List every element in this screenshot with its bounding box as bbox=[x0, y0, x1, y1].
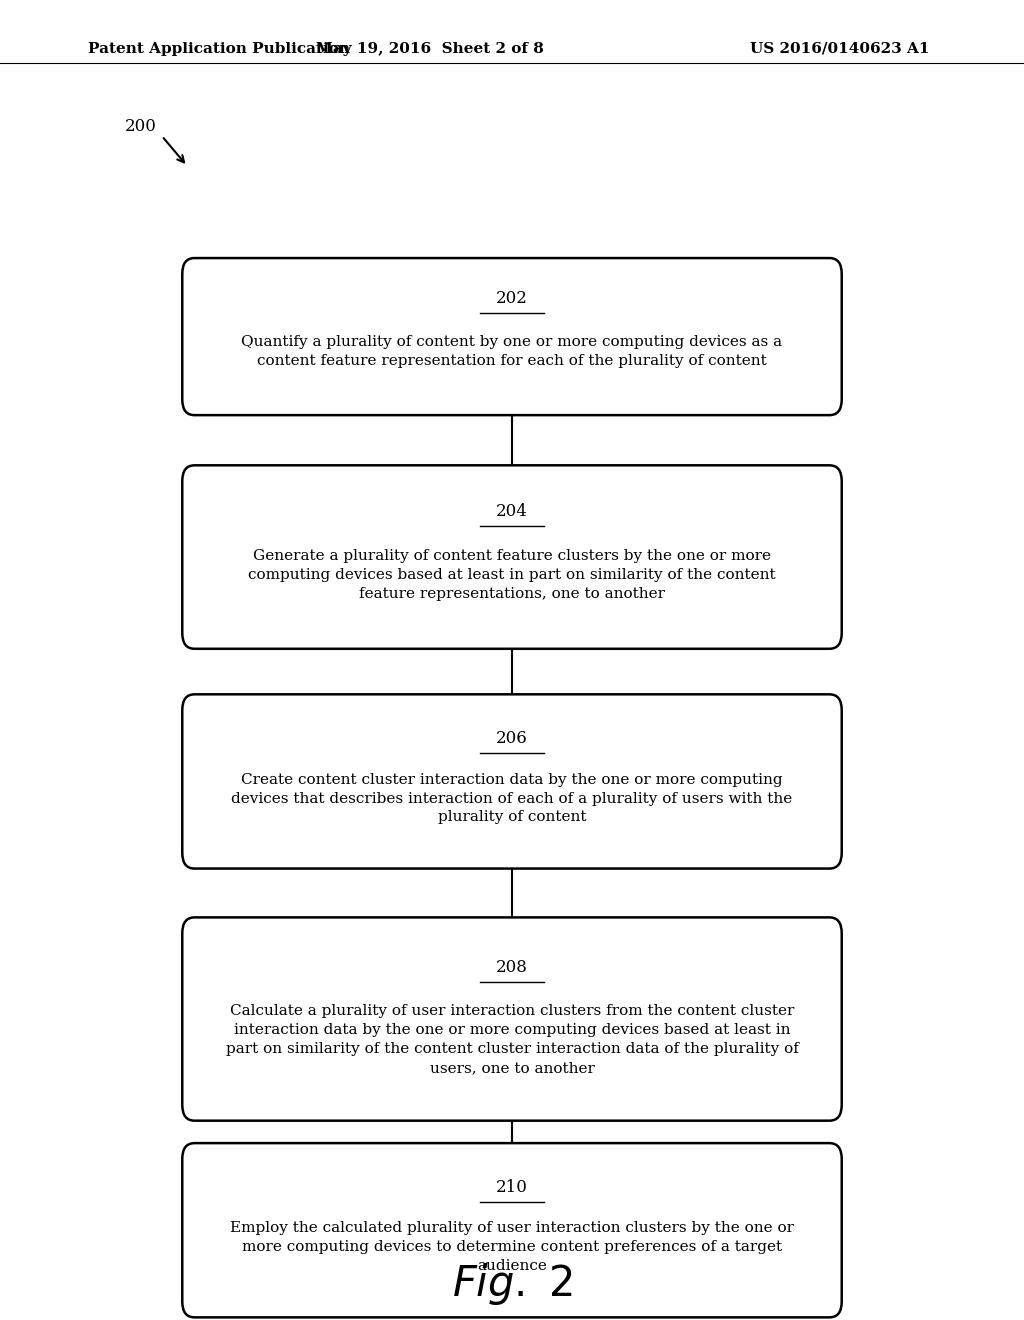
Text: Create content cluster interaction data by the one or more computing
devices tha: Create content cluster interaction data … bbox=[231, 772, 793, 825]
Text: Calculate a plurality of user interaction clusters from the content cluster
inte: Calculate a plurality of user interactio… bbox=[225, 1005, 799, 1074]
Text: 210: 210 bbox=[496, 1179, 528, 1196]
FancyBboxPatch shape bbox=[182, 917, 842, 1121]
FancyBboxPatch shape bbox=[182, 1143, 842, 1317]
Text: 202: 202 bbox=[496, 290, 528, 308]
Text: US 2016/0140623 A1: US 2016/0140623 A1 bbox=[750, 42, 930, 55]
Text: $\mathit{Fig.}$ $\mathit{2}$: $\mathit{Fig.}$ $\mathit{2}$ bbox=[452, 1262, 572, 1307]
Text: 206: 206 bbox=[496, 730, 528, 747]
FancyBboxPatch shape bbox=[182, 259, 842, 414]
Text: Quantify a plurality of content by one or more computing devices as a
content fe: Quantify a plurality of content by one o… bbox=[242, 335, 782, 368]
Text: Employ the calculated plurality of user interaction clusters by the one or
more : Employ the calculated plurality of user … bbox=[230, 1221, 794, 1274]
FancyBboxPatch shape bbox=[182, 466, 842, 649]
FancyBboxPatch shape bbox=[182, 694, 842, 869]
Text: 200: 200 bbox=[125, 119, 157, 135]
Text: 208: 208 bbox=[496, 960, 528, 975]
Text: Generate a plurality of content feature clusters by the one or more
computing de: Generate a plurality of content feature … bbox=[248, 549, 776, 601]
Text: Patent Application Publication: Patent Application Publication bbox=[88, 42, 350, 55]
Text: May 19, 2016  Sheet 2 of 8: May 19, 2016 Sheet 2 of 8 bbox=[316, 42, 544, 55]
Text: 204: 204 bbox=[496, 503, 528, 520]
